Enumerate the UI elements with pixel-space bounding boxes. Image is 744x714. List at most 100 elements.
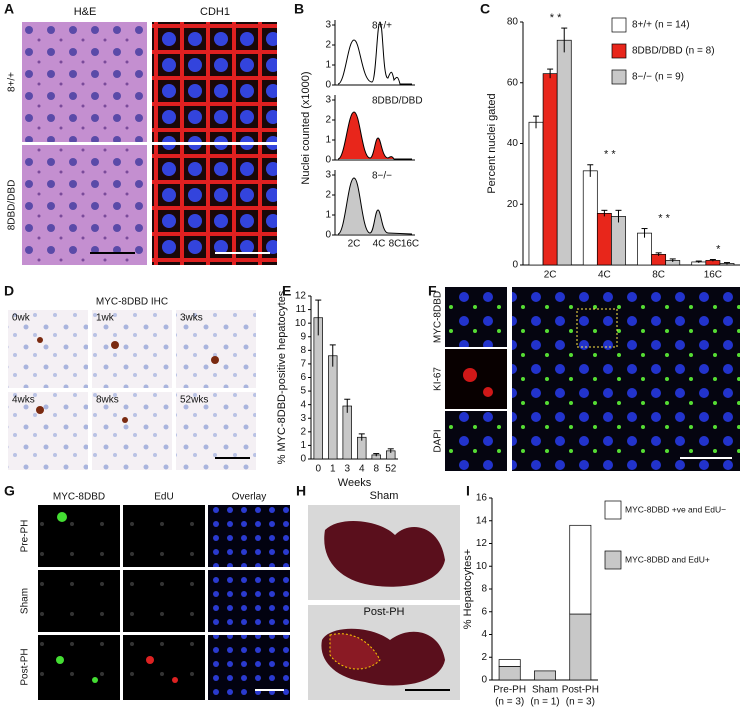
image [152, 22, 277, 142]
label: 14 [476, 515, 488, 526]
label: * [716, 243, 721, 255]
bar [611, 216, 626, 266]
label: 2 [481, 652, 487, 663]
label: 6 [481, 606, 487, 617]
bar-segment [569, 613, 592, 681]
label: 4 [481, 629, 487, 640]
label: 0 [325, 80, 331, 91]
label: Post-PH [562, 685, 599, 696]
label: 3 [300, 413, 306, 424]
label: Nuclei counted (x1000) [300, 71, 312, 184]
label: 60 [507, 77, 519, 88]
label: 8DBD/DBD [7, 180, 18, 231]
label: 8C [389, 239, 402, 250]
label: 80 [507, 17, 519, 28]
legend-label: 8+/+ (n = 14) [632, 20, 690, 31]
label: % MYC-8DBD-positive hepatocytes [276, 290, 288, 464]
label: G [4, 483, 15, 499]
label: (n = 3) [495, 697, 524, 708]
bar [528, 121, 544, 266]
label: 0 [481, 675, 487, 686]
label: % Hepatocytes+ [462, 549, 474, 629]
label: D [4, 283, 14, 299]
label: 4C [373, 239, 386, 250]
label: C [480, 1, 490, 17]
label: 8 [373, 464, 379, 475]
bar [651, 254, 667, 266]
label: 0wk [12, 313, 31, 324]
label: Pre-PH [493, 685, 526, 696]
legend-label: 8DBD/DBD (n = 8) [632, 46, 715, 57]
label: H [296, 483, 306, 499]
label: Pre-PH [20, 520, 31, 553]
label: DAPI [433, 429, 444, 452]
bar [582, 170, 598, 266]
label: 9 [300, 331, 306, 342]
ihc-images [8, 310, 256, 470]
label: (n = 3) [566, 697, 595, 708]
legend-swatch [611, 69, 627, 85]
histograms [334, 20, 415, 236]
label: 1 [300, 440, 306, 451]
label: 52wks [180, 395, 208, 406]
bar-segment [569, 524, 592, 615]
label: 3wks [180, 313, 203, 324]
bar [342, 405, 352, 460]
label: Overlay [232, 492, 266, 503]
image [152, 145, 277, 265]
label: 16C [401, 239, 419, 250]
label: MYC-8DBD [433, 291, 444, 343]
label: 3 [325, 95, 331, 106]
label: 8+/+ [372, 21, 392, 32]
label: 2 [325, 40, 331, 51]
label: Sham [370, 490, 399, 502]
label: 10 [476, 561, 488, 572]
label: 40 [507, 138, 519, 149]
label: 8−/− [372, 171, 392, 182]
label: 1 [325, 210, 331, 221]
label: 4 [300, 399, 306, 410]
label: 8 [300, 345, 306, 356]
label: 11 [296, 304, 307, 315]
label: 0 [325, 230, 331, 241]
legend-swatch [611, 17, 627, 33]
label: 8+/+ [7, 72, 18, 92]
legend-swatch [611, 43, 627, 59]
label: H&E [74, 6, 97, 18]
label: 4 [359, 464, 365, 475]
bar [596, 213, 612, 266]
label: 3 [325, 20, 331, 31]
label: 12 [476, 538, 488, 549]
label: * * [658, 212, 670, 224]
label: 1 [325, 135, 331, 146]
label: 6 [300, 372, 306, 383]
legend-label: MYC-8DBD and EdU+ [625, 554, 710, 564]
label: 0 [325, 155, 331, 166]
fluorescence-images [445, 287, 740, 471]
label: 16 [476, 493, 488, 504]
label: 2C [544, 270, 557, 281]
liver-images [308, 505, 460, 700]
label: * * [550, 12, 562, 24]
label: 0 [315, 464, 321, 475]
label: MYC-8DBD [53, 492, 105, 503]
label: Weeks [338, 477, 372, 489]
image [22, 22, 147, 142]
label: 8wks [96, 395, 119, 406]
bar-segment [498, 659, 521, 667]
label: 20 [507, 199, 519, 210]
label: 8 [481, 584, 487, 595]
label: 1wk [96, 313, 115, 324]
bar-segment [498, 665, 521, 681]
legend-label: 8−/− (n = 9) [632, 72, 684, 83]
bar [542, 73, 558, 266]
label: EdU [154, 492, 173, 503]
bar [313, 317, 323, 460]
bar-segment [534, 670, 556, 681]
label: 10 [295, 318, 307, 329]
label: 1 [330, 464, 336, 475]
label: 2 [300, 426, 306, 437]
label: MYC-8DBD IHC [96, 297, 168, 308]
bar [556, 39, 572, 266]
label: Percent nuclei gated [486, 93, 498, 193]
